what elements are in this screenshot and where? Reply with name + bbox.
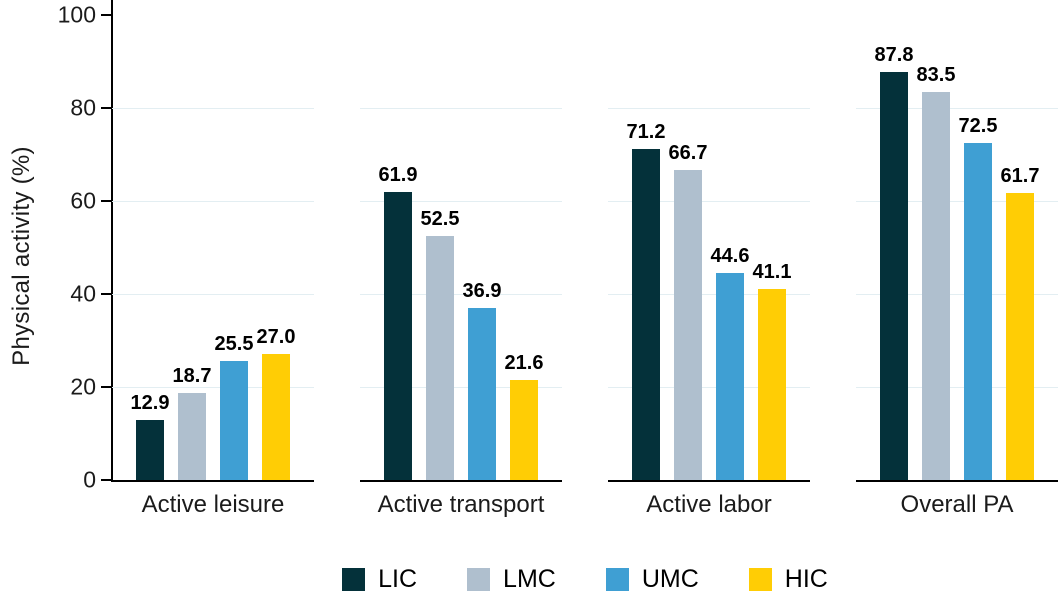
bar-value-label: 83.5 <box>916 63 956 86</box>
bar-group: 61.9 52.5 36.9 21.6 <box>360 164 562 480</box>
gridline <box>112 200 314 202</box>
bar-hic: 27.0 <box>257 326 295 480</box>
bar-value-label: 87.8 <box>874 43 914 66</box>
y-tick-label: 20 <box>70 373 96 400</box>
bar-value-label: 61.9 <box>378 164 418 187</box>
bar-value-label: 25.5 <box>214 333 254 356</box>
bar-lmc: 66.7 <box>669 142 707 480</box>
x-axis-baseline <box>112 480 314 482</box>
category-label: Overall PA <box>900 491 1014 518</box>
bar-value-label: 52.5 <box>420 207 460 230</box>
gridline <box>608 200 810 202</box>
bar-value-label: 18.7 <box>172 365 212 388</box>
legend-label: HIC <box>784 565 828 593</box>
x-axis-baseline <box>360 480 562 482</box>
gridline <box>112 386 314 388</box>
bar-value-label: 21.6 <box>504 351 544 374</box>
bar-lmc: 52.5 <box>421 208 459 480</box>
gridline <box>360 200 562 202</box>
y-tick-mark <box>101 107 111 109</box>
gridline <box>856 200 1058 202</box>
bar-group-panel: 71.2 66.7 44.6 41.1 Active labor <box>608 15 810 518</box>
gridline <box>856 107 1058 109</box>
bar-value-label: 12.9 <box>130 392 170 415</box>
bar-value-label: 66.7 <box>668 141 708 164</box>
bar-lic: 87.8 <box>875 44 913 480</box>
y-tick-mark <box>101 293 111 295</box>
gridline <box>856 293 1058 295</box>
y-axis-title: Physical activity (%) <box>8 146 35 366</box>
bar-group-panel: 61.9 52.5 36.9 21.6 Active transport <box>360 15 562 518</box>
y-axis-line <box>111 0 113 482</box>
bar-umc: 44.6 <box>711 245 749 480</box>
category-label: Active transport <box>377 491 545 518</box>
legend-item-umc: UMC <box>605 565 699 594</box>
bar-group: 12.9 18.7 25.5 27.0 <box>112 326 314 480</box>
legend-swatch <box>467 568 491 591</box>
gridline <box>608 107 810 109</box>
legend-label: LMC <box>503 565 556 593</box>
bar-umc: 72.5 <box>959 115 997 480</box>
bar-hic: 21.6 <box>505 352 543 480</box>
legend-swatch <box>605 568 629 591</box>
y-tick-label: 40 <box>70 280 96 307</box>
y-tick-label: 0 <box>83 466 96 493</box>
y-tick-label: 100 <box>57 1 96 28</box>
x-axis-baseline <box>608 480 810 482</box>
bar-umc: 36.9 <box>463 280 501 480</box>
category-label: Active labor <box>646 491 772 518</box>
y-tick-mark <box>101 479 111 481</box>
gridline <box>360 386 562 388</box>
legend-label: LIC <box>378 565 418 593</box>
y-tick-mark <box>101 386 111 388</box>
gridline <box>360 107 562 109</box>
y-tick-label: 80 <box>70 94 96 121</box>
bar-lic: 12.9 <box>131 392 169 480</box>
bar-lmc: 83.5 <box>917 64 955 480</box>
bar-lmc: 18.7 <box>173 365 211 480</box>
bar-value-label: 36.9 <box>462 280 502 303</box>
bar-value-label: 44.6 <box>710 244 750 267</box>
legend-swatch <box>748 568 772 591</box>
plot-area: 12.9 18.7 25.5 27.0 Active leisure 61.9 52.5 36… <box>112 15 1058 518</box>
gridline <box>112 293 314 295</box>
bar-hic: 61.7 <box>1001 165 1039 480</box>
bar-lic: 71.2 <box>627 121 665 480</box>
legend-item-hic: HIC <box>748 565 828 594</box>
gridline <box>608 293 810 295</box>
bar-value-label: 41.1 <box>752 260 792 283</box>
legend: LIC LMC UMC HIC <box>112 565 1058 594</box>
y-tick-mark <box>101 200 111 202</box>
bar-umc: 25.5 <box>215 333 253 480</box>
y-tick-label: 60 <box>70 187 96 214</box>
bar-group: 71.2 66.7 44.6 41.1 <box>608 121 810 480</box>
legend-label: UMC <box>641 565 699 593</box>
gridline <box>112 107 314 109</box>
bar-group: 87.8 83.5 72.5 61.7 <box>856 44 1058 480</box>
x-axis-baseline <box>856 480 1058 482</box>
y-tick-mark <box>101 14 111 16</box>
legend-swatch <box>342 568 366 591</box>
legend-item-lic: LIC <box>342 565 417 594</box>
gridline <box>608 386 810 388</box>
gridline <box>856 386 1058 388</box>
bar-hic: 41.1 <box>753 261 791 480</box>
bar-lic: 61.9 <box>379 164 417 480</box>
bar-value-label: 71.2 <box>626 120 666 143</box>
bar-value-label: 72.5 <box>958 114 998 137</box>
bar-group-panel: 87.8 83.5 72.5 61.7 Overall PA <box>856 15 1058 518</box>
bar-value-label: 27.0 <box>256 326 296 349</box>
bar-group-panel: 12.9 18.7 25.5 27.0 Active leisure <box>112 15 314 518</box>
legend-item-lmc: LMC <box>467 565 556 594</box>
gridline <box>360 293 562 295</box>
category-label: Active leisure <box>141 491 285 518</box>
bar-value-label: 61.7 <box>1000 165 1040 188</box>
